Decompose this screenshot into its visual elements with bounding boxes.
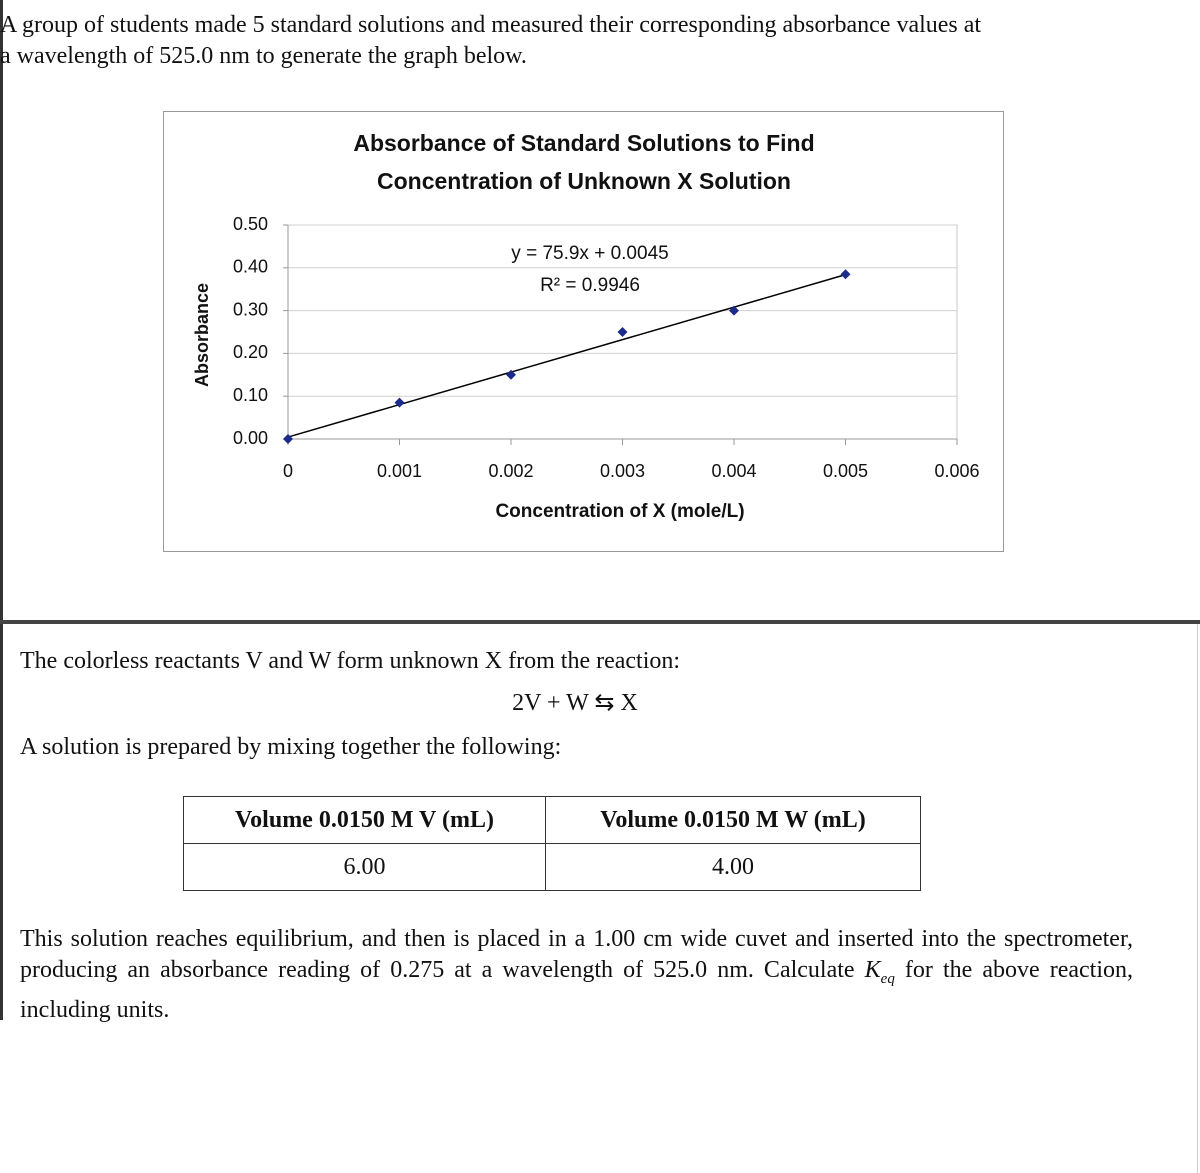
- k-subscript: eq: [880, 970, 895, 987]
- trendline: [287, 273, 846, 438]
- data-point: [394, 397, 405, 408]
- left-border-top: [0, 0, 3, 622]
- left-border-bottom: [0, 624, 3, 1020]
- x-tick-label: 0.001: [377, 461, 422, 481]
- reaction-equation: 2V + W ⇆ X: [512, 690, 638, 716]
- question-text: for the above reaction, including units.: [20, 957, 1133, 1023]
- data-point: [617, 327, 628, 337]
- intro: A group of students made 5 standard solu…: [0, 10, 981, 72]
- k-symbol: K: [864, 957, 881, 983]
- chart-frame: [163, 111, 1004, 552]
- chart: Absorbance of Standard Solutions to Find…: [163, 111, 1004, 552]
- divider: [0, 620, 1200, 624]
- y-axis-label: Absorbance: [192, 283, 212, 387]
- chart-title: Concentration of Unknown X Solution: [377, 168, 791, 194]
- cell: 4.00: [545, 843, 921, 891]
- y-tick-label: 0.50: [233, 214, 268, 234]
- question-text: This solution reaches equilibrium, and t…: [20, 926, 1133, 983]
- header-cell: Volume 0.0150 M V (mL): [183, 796, 546, 844]
- mixing-text: A solution is prepared by mixing togethe…: [20, 734, 562, 760]
- cell: 6.00: [183, 843, 546, 891]
- x-tick-label: 0.005: [823, 461, 868, 481]
- y-tick-label: 0.30: [233, 299, 268, 319]
- data-point: [840, 269, 851, 280]
- table-row: 6.00 4.00: [183, 843, 921, 891]
- trendline-equation: y = 75.9x + 0.0045: [511, 243, 668, 264]
- y-tick-label: 0.20: [233, 342, 268, 362]
- chart-title: Absorbance of Standard Solutions to Find: [353, 130, 814, 156]
- y-tick-label: 0.40: [233, 257, 268, 277]
- right-border-bottom: [1197, 624, 1198, 1173]
- data-point: [729, 305, 739, 316]
- question: This solution reaches equilibrium, and t…: [20, 924, 1133, 1026]
- data-point: [506, 369, 516, 380]
- x-tick-label: 0.006: [934, 461, 979, 481]
- x-tick-label: 0.002: [488, 461, 533, 481]
- reaction-text: The colorless reactants V and W form unk…: [20, 648, 681, 674]
- x-tick-label: 0: [283, 461, 293, 481]
- header-cell: Volume 0.0150 M W (mL): [545, 796, 921, 844]
- data-point: [283, 434, 293, 444]
- table-header: Volume 0.0150 M V (mL) Volume 0.0150 M W…: [183, 796, 921, 844]
- x-axis-label: Concentration of X (mole/L): [495, 501, 744, 522]
- x-tick-label: 0.004: [711, 461, 756, 481]
- volume-table: Volume 0.0150 M V (mL) Volume 0.0150 M W…: [183, 796, 921, 891]
- y-tick-label: 0.00: [233, 428, 268, 448]
- r-squared: R² = 0.9946: [540, 275, 640, 296]
- y-tick-label: 0.10: [233, 385, 268, 405]
- intro-line: a wavelength of 525.0 nm to generate the…: [0, 43, 527, 69]
- x-tick-label: 0.003: [600, 461, 645, 481]
- intro-line: A group of students made 5 standard solu…: [0, 12, 982, 38]
